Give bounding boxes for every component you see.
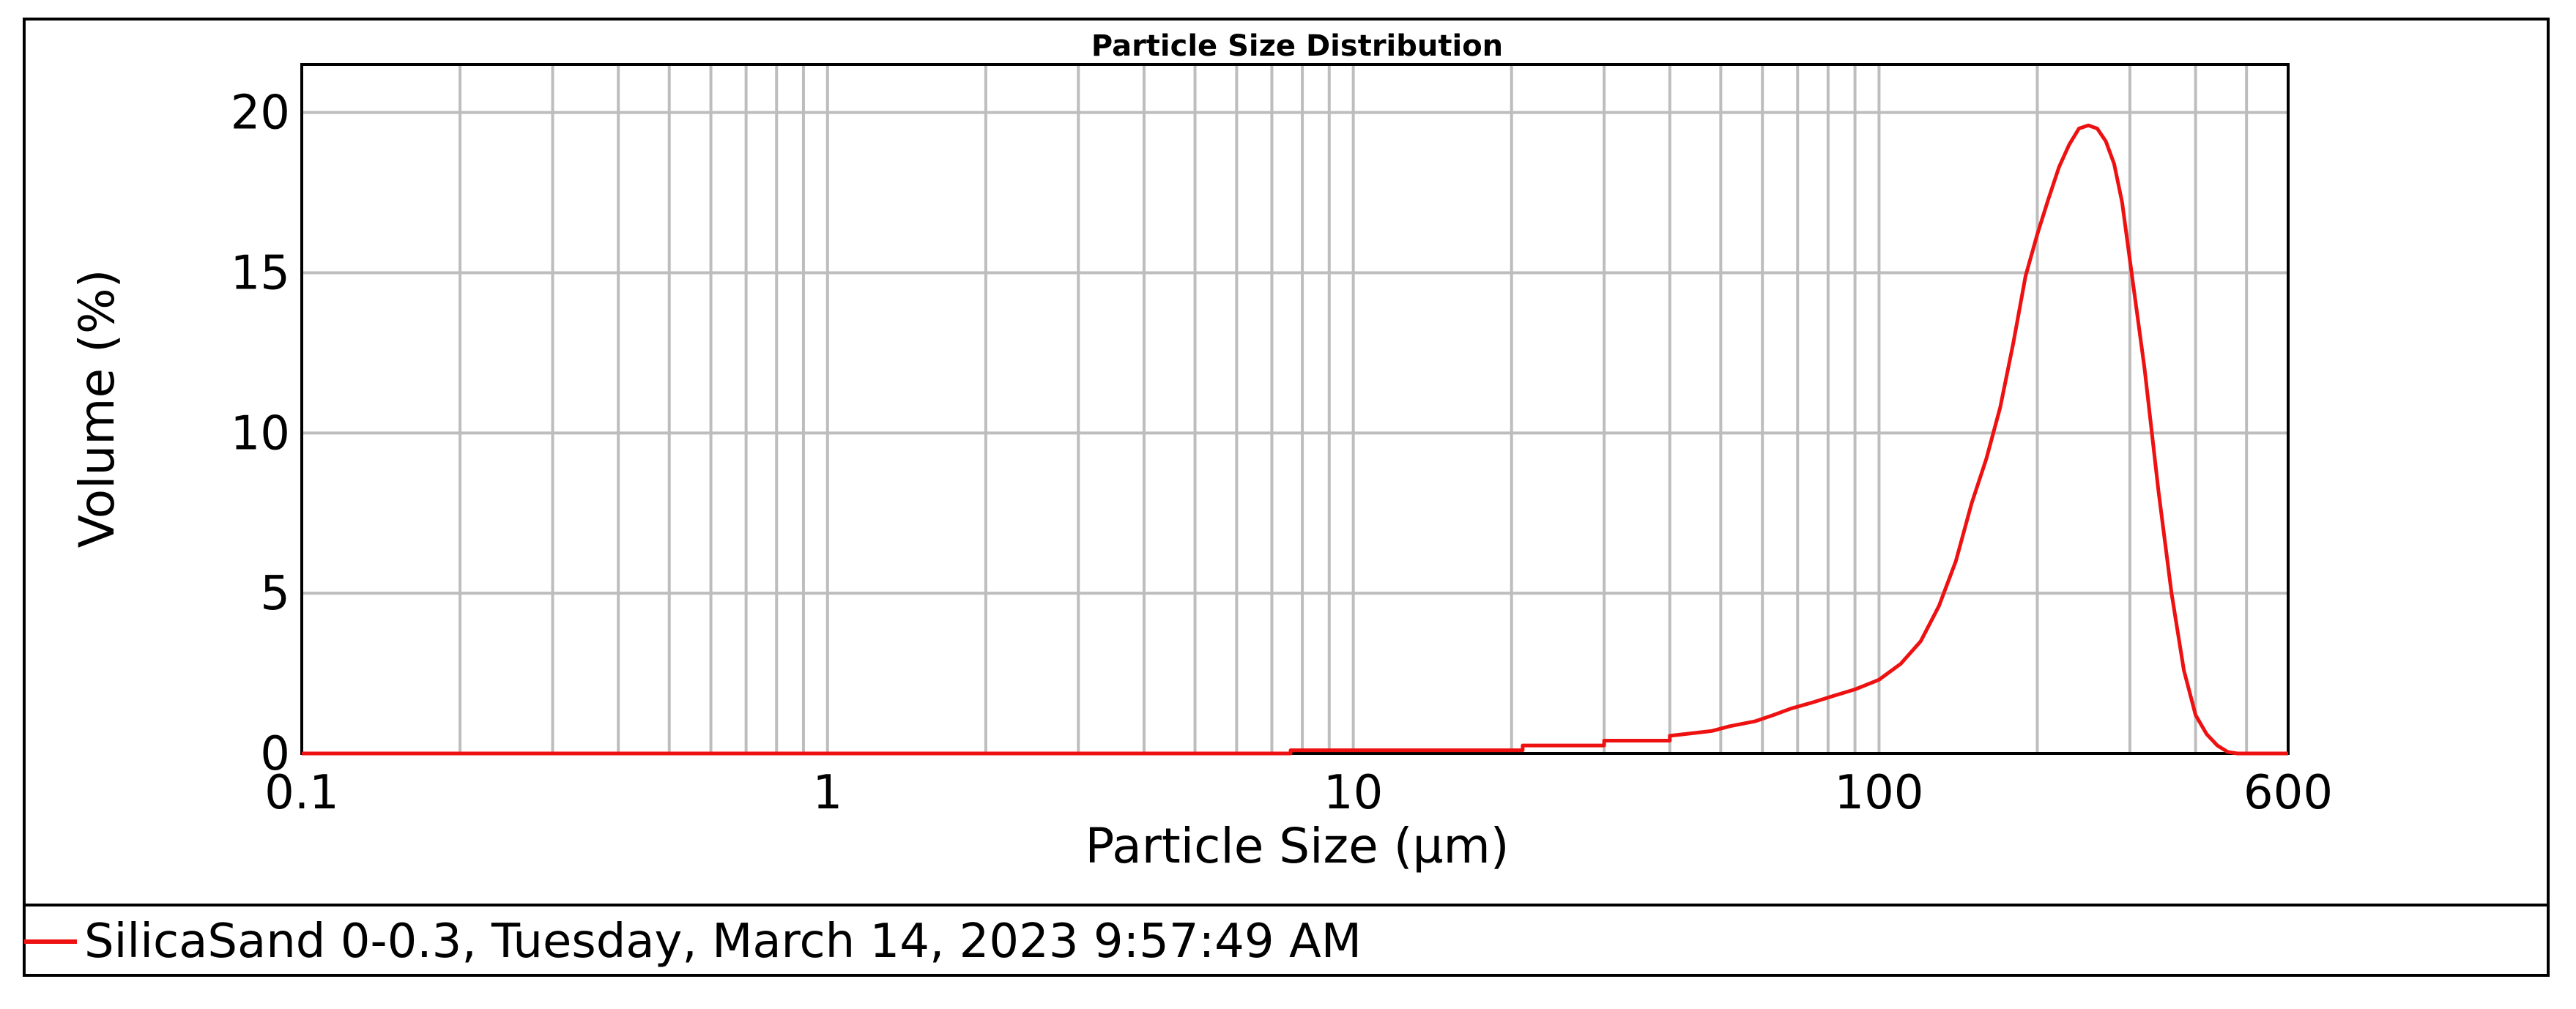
x-tick-labels: 0.1 1 10 100 600 — [264, 766, 2333, 820]
y-tick-label: 5 — [260, 567, 290, 621]
x-tick-label: 600 — [2243, 766, 2333, 820]
legend-swatch — [24, 939, 77, 944]
series-line — [302, 123, 2288, 756]
y-tick-label: 10 — [231, 406, 290, 461]
y-axis-label: Volume (%) — [69, 269, 125, 548]
plot-area — [300, 63, 2290, 755]
series-group — [302, 123, 2288, 756]
x-tick-label: 1 — [812, 766, 842, 820]
x-tick-label: 10 — [1324, 766, 1383, 820]
grid — [300, 64, 2290, 755]
legend-entry-label: SilicaSand 0-0.3, Tuesday, March 14, 202… — [84, 915, 1362, 969]
x-axis-label: Particle Size (µm) — [1085, 818, 1509, 874]
y-tick-label: 0 — [260, 727, 290, 781]
chart-frame: 0.1 1 10 100 600 0 5 10 15 20 Particle Size Dist… — [23, 18, 2550, 977]
legend: SilicaSand 0-0.3, Tuesday, March 14, 202… — [23, 904, 2550, 977]
x-tick-label: 100 — [1834, 766, 1923, 820]
y-tick-labels: 0 5 10 15 20 — [231, 86, 290, 781]
y-tick-label: 20 — [231, 86, 290, 141]
x-tick-label: 0.1 — [264, 766, 339, 820]
chart-title: Particle Size Distribution — [1091, 29, 1503, 63]
y-tick-label: 15 — [231, 246, 290, 300]
particle-size-chart: 0.1 1 10 100 600 0 5 10 15 20 Particle Size Dist… — [69, 29, 2333, 874]
